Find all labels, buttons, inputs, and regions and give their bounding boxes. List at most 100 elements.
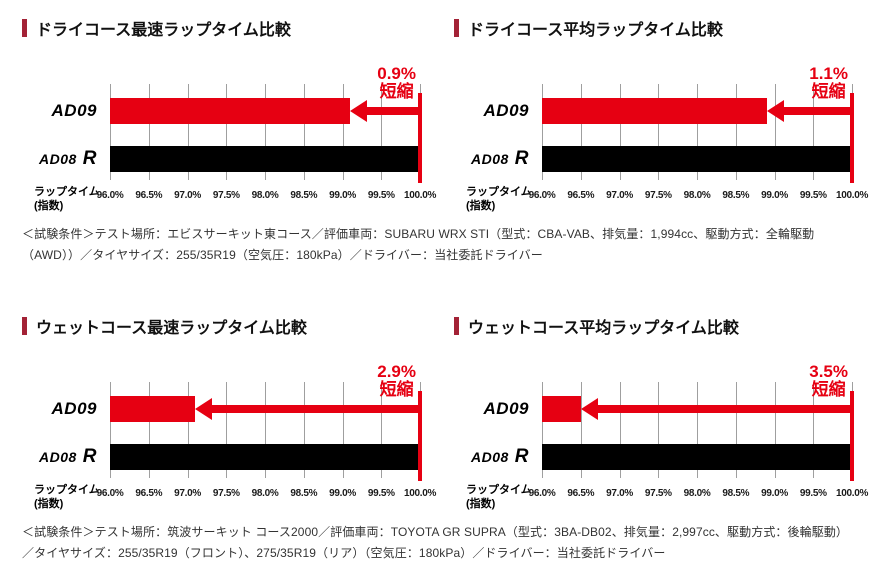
title-marker-bar (22, 19, 27, 37)
reduction-arrow (580, 398, 852, 420)
reference-line-100pct (850, 93, 854, 183)
plot-area: 1.1% 短縮 96.0% 96.5% 97.0% 97.5% 98.0% 98.5% 99… (529, 64, 869, 201)
gridline (658, 382, 660, 478)
reduction-arrow (766, 100, 852, 122)
chart-body: AD09 AD08 R ラップタイム (指数) 0.9% 短縮 (22, 64, 437, 212)
gridline (735, 382, 737, 478)
reference-line-100pct (418, 391, 422, 481)
arrow-left-icon (580, 398, 598, 420)
axis-tick-label: 97.0% (606, 488, 633, 499)
chart-body: AD09 AD08 R ラップタイム (指数) 1.1% 短縮 (454, 64, 869, 212)
series-label-ad08r: AD08 R (38, 446, 97, 467)
axis-tick-label: 96.0% (528, 488, 556, 499)
reference-line-100pct (418, 93, 422, 183)
series-label-ad08r: AD08 R (470, 148, 529, 169)
axis-tick-label: 96.0% (96, 190, 124, 201)
gridline (148, 382, 150, 478)
gridline (110, 382, 111, 478)
reduction-annotation: 1.1% 短縮 (809, 64, 848, 102)
axis-tick-label: 98.0% (251, 488, 279, 499)
reduction-annotation: 2.9% 短縮 (377, 362, 416, 400)
gridline (697, 84, 698, 180)
reduction-annotation: 3.5% 短縮 (809, 362, 848, 400)
axis-caption: ラップタイム (指数) (466, 484, 532, 511)
series-label-ad09: AD09 (483, 101, 529, 120)
gridline (658, 84, 660, 180)
axis-tick-label: 97.0% (174, 190, 201, 201)
axis-tick-label: 98.5% (722, 190, 750, 201)
arrow-shaft (365, 107, 420, 115)
axis-tick-label: 97.0% (606, 190, 633, 201)
series-label-ad09: AD09 (51, 101, 97, 120)
gridline (813, 84, 815, 180)
gridline (381, 84, 383, 180)
axis-tick-label: 98.5% (290, 190, 318, 201)
plot-area: 0.9% 短縮 96.0% 96.5% 97.0% 97.5% 98.0% 98.5% 99… (97, 64, 437, 201)
reduction-value: 1.1% (809, 64, 848, 83)
gridline (619, 84, 621, 180)
reference-line-100pct (850, 391, 854, 481)
title-marker-bar (454, 317, 459, 335)
axis-tick-label: 97.5% (644, 190, 672, 201)
dry-course-section: ドライコース最速ラップタイム比較 AD09 AD08 R ラップタイム (指数) (22, 14, 869, 266)
series-label-ad09: AD09 (483, 399, 529, 418)
axis-caption: ラップタイム (指数) (466, 186, 532, 213)
bar-ad08r (110, 444, 420, 470)
axis-caption: ラップタイム (指数) (34, 186, 100, 213)
gridline (226, 382, 228, 478)
reduction-arrow (195, 398, 420, 420)
axis-tick-label: 99.5% (799, 190, 827, 201)
chart-title: ドライコース最速ラップタイム比較 (22, 16, 420, 40)
axis-tick-label: 97.0% (174, 488, 201, 499)
reduction-arrow (350, 100, 420, 122)
gridline (774, 382, 776, 478)
axis-tick-label: 100.0% (403, 488, 437, 499)
reduction-value: 2.9% (377, 362, 416, 381)
gridline (580, 84, 582, 180)
title-marker-bar (454, 19, 459, 37)
axis-tick-label: 98.0% (683, 488, 711, 499)
reduction-annotation: 0.9% 短縮 (377, 64, 416, 102)
arrow-left-icon (766, 100, 784, 122)
arrow-left-icon (350, 100, 368, 122)
chart-title: ウェットコース平均ラップタイム比較 (454, 314, 852, 338)
wet-test-conditions: ＜試験条件＞テスト場所：筑波サーキット コース2000／評価車両：TOYOTA … (22, 525, 849, 560)
axis-tick-label: 99.0% (329, 488, 356, 499)
arrow-left-icon (195, 398, 213, 420)
gridline (697, 382, 698, 478)
axis-tick-label: 98.0% (251, 190, 279, 201)
gridline (342, 382, 344, 478)
axis-tick-label: 97.5% (644, 488, 672, 499)
chart-title-text: ドライコース平均ラップタイム比較 (468, 22, 723, 39)
chart-dry-average-lap: ドライコース平均ラップタイム比較 AD09 AD08 R ラップタイム (指数) (454, 14, 869, 218)
plot-area: 2.9% 短縮 96.0% 96.5% 97.0% 97.5% 98.0% 98.5% 99… (97, 362, 437, 499)
chart-title-text: ウェットコース最速ラップタイム比較 (36, 320, 307, 337)
dry-test-conditions: ＜試験条件＞テスト場所：エビスサーキット東コース／評価車両：SUBARU WRX… (22, 227, 815, 262)
bar-ad09 (110, 98, 351, 124)
axis-tick-label: 99.5% (367, 488, 395, 499)
chart-title: ドライコース平均ラップタイム比較 (454, 16, 852, 40)
axis-tick-label: 100.0% (835, 488, 869, 499)
bar-ad09 (542, 98, 767, 124)
dry-charts-row: ドライコース最速ラップタイム比較 AD09 AD08 R ラップタイム (指数) (22, 14, 869, 218)
gridline (813, 382, 815, 478)
gridline (735, 84, 737, 180)
reduction-word: 短縮 (379, 82, 414, 102)
plot-area: 3.5% 短縮 96.0% 96.5% 97.0% 97.5% 98.0% 98.5% 99… (529, 362, 869, 499)
arrow-shaft (210, 405, 420, 413)
bar-ad09 (542, 396, 581, 422)
wet-course-section: ウェットコース最速ラップタイム比較 AD09 AD08 R ラップタイム (指数) (22, 312, 869, 564)
series-label-ad08r: AD08 R (38, 148, 97, 169)
series-label-ad09: AD09 (51, 399, 97, 418)
chart-title-text: ウェットコース平均ラップタイム比較 (468, 320, 739, 337)
ad08-r-mark: R (82, 446, 97, 467)
gridline (303, 84, 305, 180)
axis-tick-label: 97.5% (212, 190, 240, 201)
gridline (619, 382, 621, 478)
reduction-value: 3.5% (809, 362, 848, 381)
bar-ad08r (542, 444, 852, 470)
reduction-value: 0.9% (377, 64, 416, 83)
axis-tick-label: 96.5% (567, 488, 595, 499)
chart-title: ウェットコース最速ラップタイム比較 (22, 314, 420, 338)
axis-tick-label: 97.5% (212, 488, 240, 499)
